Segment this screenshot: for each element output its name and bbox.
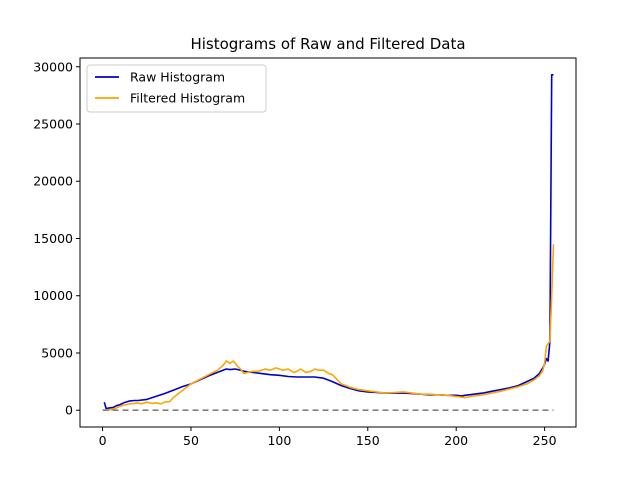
x-tick-label: 100	[267, 433, 291, 448]
x-tick-label: 200	[444, 433, 468, 448]
series-line-filtered-histogram	[104, 244, 555, 411]
y-tick-label: 5000	[41, 345, 73, 360]
y-tick-label: 10000	[33, 288, 73, 303]
chart-title: Histograms of Raw and Filtered Data	[190, 35, 465, 53]
y-tick-label: 20000	[33, 174, 73, 189]
y-tick-label: 0	[65, 403, 73, 418]
y-tick-label: 30000	[33, 59, 73, 74]
legend: Raw Histogram Filtered Histogram	[86, 64, 267, 113]
x-tick-label: 250	[533, 433, 557, 448]
y-tick-label: 15000	[33, 231, 73, 246]
x-tick-label: 50	[183, 433, 199, 448]
plot-area: 0 50 100 150 200 250 0 5000 10000 15000 20000 25000…	[33, 57, 577, 448]
legend-box	[86, 64, 267, 113]
series-line-raw-histogram	[103, 74, 554, 410]
y-tick-label: 25000	[33, 117, 73, 132]
axes-frame	[79, 57, 577, 428]
legend-label: Filtered Histogram	[130, 91, 245, 106]
x-tick-label: 150	[356, 433, 380, 448]
x-tick-label: 0	[99, 433, 107, 448]
legend-label: Raw Histogram	[130, 70, 225, 85]
